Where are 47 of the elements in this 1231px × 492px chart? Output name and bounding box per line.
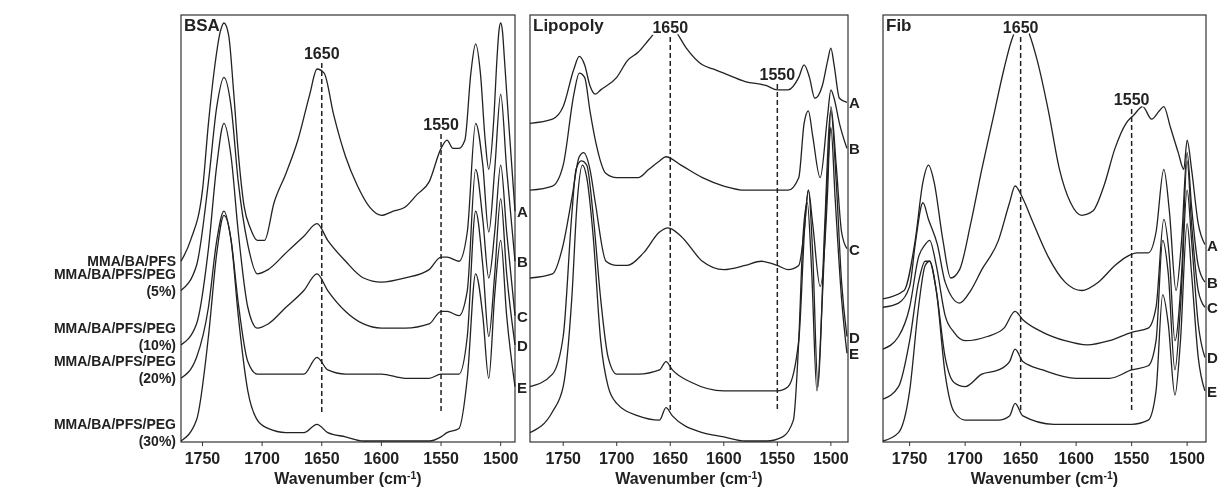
x-tick-label: 1750 — [545, 450, 582, 467]
x-tick-label: 1700 — [947, 450, 984, 467]
chart-title: Lipopoly — [533, 16, 605, 35]
x-tick-label: 1750 — [184, 450, 221, 467]
ref-line-label: 1550 — [1113, 90, 1150, 108]
series-label: E — [1206, 382, 1217, 400]
x-tick-label: 1600 — [363, 450, 400, 467]
x-tick-label: 1650 — [303, 450, 340, 467]
x-tick-label: 1600 — [1058, 450, 1095, 467]
x-tick-label: 1550 — [423, 450, 459, 467]
x-tick-label: 1750 — [891, 450, 928, 467]
series-label: B — [517, 253, 528, 271]
x-tick-label: 1500 — [813, 450, 849, 467]
x-axis-title: Wavenumber (cm$^{-1}$) — [615, 469, 763, 487]
x-tick-label: 1650 — [652, 450, 689, 467]
series-label: D — [1206, 349, 1218, 367]
ref-line-label: 1550 — [423, 116, 459, 134]
x-axis-title: Wavenumber (cm$^{-1}$) — [274, 469, 422, 487]
series-label: B — [848, 140, 860, 158]
ref-line-label: 1550 — [759, 65, 796, 83]
x-tick-label: 1500 — [482, 450, 519, 467]
series-label: A — [1206, 236, 1218, 254]
series-label: D — [517, 336, 528, 354]
text: MMA/BA/PFS/PEG (5%) — [53, 265, 177, 299]
ref-line-label: 1650 — [303, 44, 340, 62]
x-tick-label: 1700 — [598, 450, 635, 467]
series-label: D — [848, 328, 860, 346]
series-label: B — [1206, 274, 1218, 292]
text: MMA/BA/PFS/PEG (30%) — [53, 416, 177, 449]
chart-title: BSA — [184, 16, 220, 35]
x-tick-label: 1600 — [706, 450, 742, 467]
series-label: C — [848, 240, 860, 258]
chart-title: Fib — [886, 16, 912, 35]
x-axis-title: Wavenumber (cm$^{-1}$) — [970, 469, 1119, 487]
series-label: A — [517, 203, 528, 221]
text: MMA/BA/PFS/PEG (20%) — [53, 353, 177, 387]
text: MMA/BA/PFS/PEG (10%) — [53, 319, 177, 353]
series-label: C — [517, 307, 528, 325]
x-tick-label: 1700 — [244, 450, 281, 467]
series-label: E — [848, 345, 859, 363]
series-label: C — [1206, 299, 1218, 317]
x-tick-label: 1500 — [1169, 450, 1206, 467]
series-label: A — [848, 94, 860, 112]
x-tick-label: 1550 — [1113, 450, 1150, 467]
x-tick-label: 1550 — [759, 450, 796, 467]
x-tick-label: 1650 — [1002, 450, 1039, 467]
series-label: E — [517, 378, 528, 396]
